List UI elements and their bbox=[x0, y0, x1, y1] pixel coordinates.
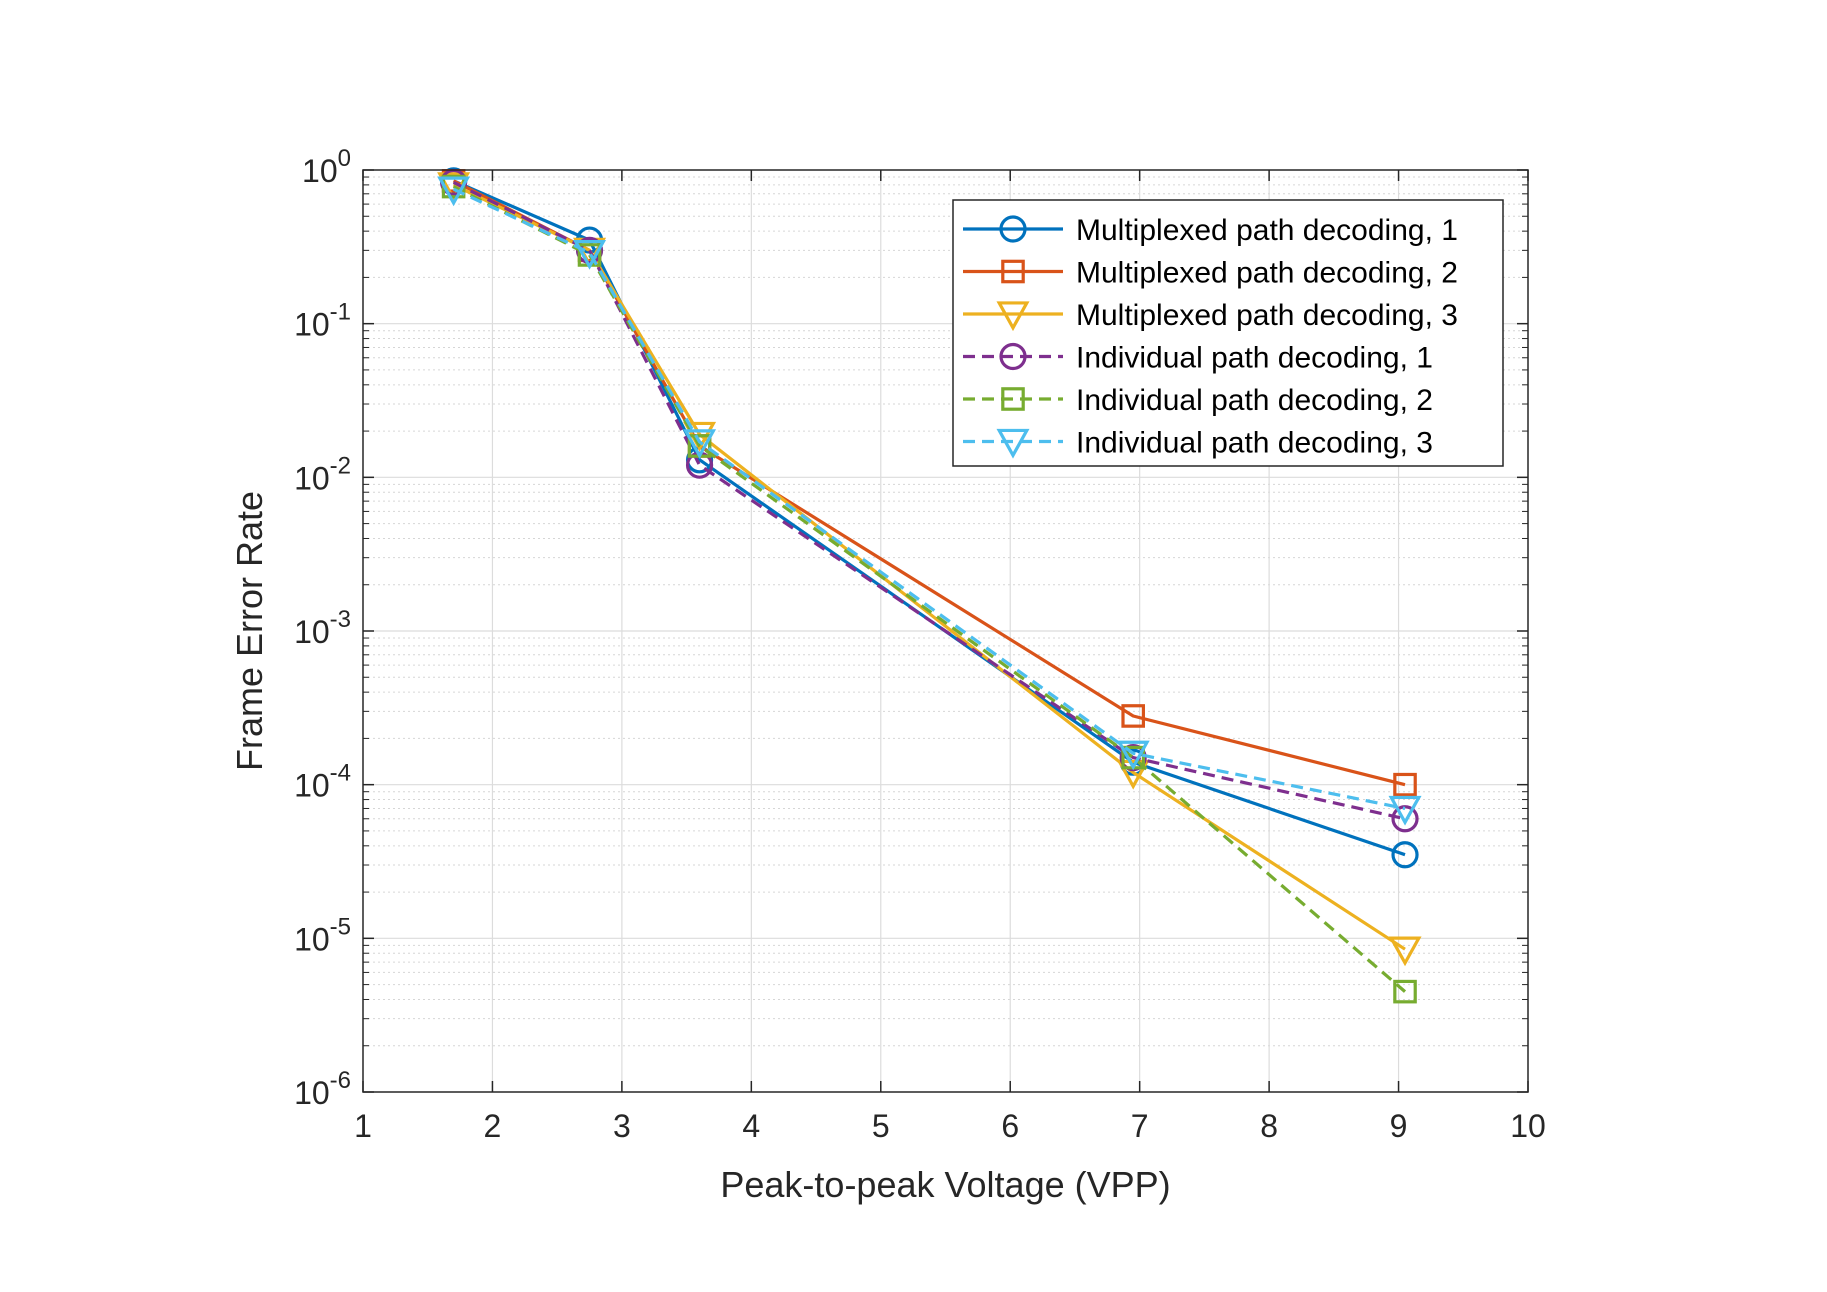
series-layer bbox=[437, 167, 1422, 1004]
y-tick-label: 10-4 bbox=[294, 760, 351, 804]
data-point-marker bbox=[1388, 936, 1422, 967]
data-point-marker bbox=[1391, 805, 1419, 833]
y-tick-label: 10-5 bbox=[294, 913, 351, 957]
data-point-marker bbox=[1121, 704, 1145, 728]
legend-label: Individual path decoding, 3 bbox=[1076, 427, 1433, 460]
y-tick-base: 10 bbox=[294, 460, 330, 496]
x-tick-label: 4 bbox=[742, 1108, 760, 1144]
series-line bbox=[452, 180, 1406, 821]
x-tick-label: 9 bbox=[1390, 1108, 1408, 1144]
y-tick-base: 10 bbox=[294, 1075, 330, 1111]
series-6 bbox=[437, 176, 1422, 826]
y-tick-base: 10 bbox=[294, 921, 330, 957]
y-tick-label: 10-2 bbox=[294, 452, 351, 496]
legend-marker bbox=[999, 342, 1027, 371]
legend-marker bbox=[996, 428, 1030, 459]
legend-label: Multiplexed path decoding, 2 bbox=[1076, 257, 1458, 290]
legend-label: Multiplexed path decoding, 1 bbox=[1076, 214, 1458, 247]
y-tick-exponent: -6 bbox=[330, 1067, 351, 1094]
data-point-marker bbox=[1388, 795, 1422, 826]
x-tick-label: 1 bbox=[354, 1108, 372, 1144]
legend-label: Individual path decoding, 1 bbox=[1076, 342, 1433, 375]
y-tick-base: 10 bbox=[294, 768, 330, 804]
legend-marker bbox=[996, 301, 1030, 332]
x-tick-label: 8 bbox=[1260, 1108, 1278, 1144]
x-tick-label: 7 bbox=[1131, 1108, 1149, 1144]
legend-entry: Individual path decoding, 1 bbox=[963, 342, 1433, 375]
y-tick-base: 10 bbox=[294, 307, 330, 343]
legend: Multiplexed path decoding, 1 Multiplexed … bbox=[952, 199, 1504, 467]
data-point-marker bbox=[573, 239, 607, 270]
series-line bbox=[452, 179, 1406, 857]
data-point-marker bbox=[1116, 740, 1150, 771]
x-axis-title: Peak-to-peak Voltage (VPP) bbox=[720, 1164, 1170, 1205]
x-tick-label: 3 bbox=[613, 1108, 631, 1144]
legend-entry: Multiplexed path decoding, 3 bbox=[963, 299, 1458, 332]
y-axis-title: Frame Error Rate bbox=[229, 491, 270, 771]
data-point-marker bbox=[683, 429, 717, 460]
y-tick-exponent: -4 bbox=[330, 760, 351, 787]
legend-entry: Multiplexed path decoding, 1 bbox=[963, 214, 1458, 247]
legend-entry: Multiplexed path decoding, 2 bbox=[963, 257, 1458, 290]
y-tick-label: 10-3 bbox=[294, 606, 351, 650]
y-tick-exponent: -1 bbox=[330, 299, 351, 326]
data-point-marker bbox=[1393, 772, 1417, 797]
legend-marker bbox=[1001, 387, 1025, 411]
legend-entries: Multiplexed path decoding, 1 Multiplexed … bbox=[963, 214, 1458, 460]
legend-marker bbox=[999, 215, 1027, 243]
data-point-marker bbox=[1393, 979, 1417, 1004]
series-line bbox=[452, 187, 1406, 811]
legend-marker bbox=[1001, 259, 1025, 284]
y-tick-label: 10-1 bbox=[294, 299, 351, 343]
x-tick-label: 6 bbox=[1001, 1108, 1019, 1144]
legend-entry: Individual path decoding, 2 bbox=[963, 384, 1433, 417]
legend-label: Multiplexed path decoding, 3 bbox=[1076, 299, 1458, 332]
x-tick-label: 10 bbox=[1510, 1108, 1546, 1144]
legend-entry: Individual path decoding, 3 bbox=[963, 427, 1433, 460]
axis-ticks bbox=[362, 169, 1529, 1093]
legend-box bbox=[952, 199, 1504, 467]
y-tick-exponent: -2 bbox=[330, 452, 351, 479]
y-tick-exponent: -3 bbox=[330, 606, 351, 633]
y-tick-label: 100 bbox=[302, 145, 351, 189]
y-tick-label: 10-6 bbox=[294, 1067, 351, 1111]
data-point-marker bbox=[1391, 841, 1419, 869]
x-axis-tick-labels: 1 2 3 4 5 6 7 8 9 10 bbox=[354, 1108, 1546, 1144]
legend-label: Individual path decoding, 2 bbox=[1076, 384, 1433, 417]
x-tick-label: 5 bbox=[872, 1108, 890, 1144]
data-point-marker bbox=[1116, 759, 1150, 790]
x-tick-label: 2 bbox=[484, 1108, 502, 1144]
y-tick-exponent: -5 bbox=[330, 913, 351, 940]
y-tick-base: 10 bbox=[302, 153, 338, 189]
y-tick-exponent: 0 bbox=[338, 145, 351, 172]
y-tick-base: 10 bbox=[294, 614, 330, 650]
data-point-marker bbox=[437, 176, 471, 207]
